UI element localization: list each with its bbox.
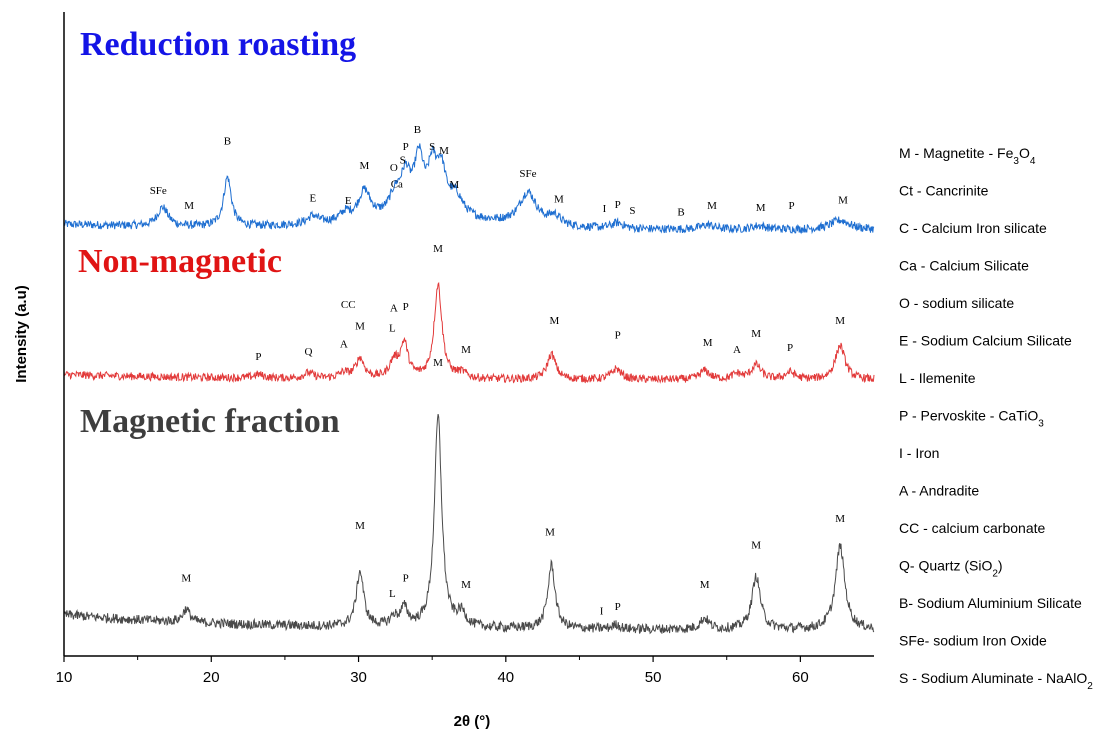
x-tick-label: 30 <box>350 669 367 686</box>
legend-entry: S - Sodium Aluminate - NaAlO2 <box>899 670 1093 692</box>
series-line <box>63 143 875 235</box>
series-title: Reduction roasting <box>80 26 356 63</box>
peak-label-p: P <box>255 351 261 363</box>
peak-label-m: M <box>545 526 555 538</box>
legend-entry: A - Andradite <box>899 483 979 499</box>
peak-label-m: M <box>835 513 845 525</box>
x-axis-label: 2θ (°) <box>454 713 491 730</box>
legend-entry: Ca - Calcium Silicate <box>899 258 1029 274</box>
x-tick-label: 60 <box>792 669 809 686</box>
x-tick-label: 50 <box>645 669 662 686</box>
peak-label-sfe: SFe <box>150 185 167 197</box>
peak-label-m: M <box>751 328 761 340</box>
peak-label-m: M <box>184 200 194 212</box>
peak-label-a: A <box>390 303 398 315</box>
peak-label-i: I <box>600 606 604 618</box>
peak-label-p: P <box>615 199 621 211</box>
peak-label-m: M <box>703 337 713 349</box>
peak-label-m: M <box>355 321 365 333</box>
peak-label-m: M <box>554 194 564 206</box>
peak-label-e: E <box>310 193 317 205</box>
legend-entry: B- Sodium Aluminium Silicate <box>899 595 1082 611</box>
peak-label-m: M <box>439 145 449 157</box>
y-axis-label: Intensity (a.u) <box>13 285 30 383</box>
peak-label-m: M <box>838 194 848 206</box>
peak-label-sfe: SFe <box>519 168 536 180</box>
peak-label-s: S <box>400 155 406 167</box>
peak-label-p: P <box>787 342 793 354</box>
peak-label-l: L <box>389 588 396 600</box>
series-line <box>63 413 875 635</box>
peak-label-s: S <box>429 141 435 153</box>
peak-label-a: A <box>733 344 741 356</box>
peak-label-m: M <box>360 160 370 172</box>
peak-label-p: P <box>403 141 409 153</box>
legend-entry: CC - calcium carbonate <box>899 520 1045 536</box>
peak-label-b: B <box>224 136 231 148</box>
peak-label-m: M <box>461 579 471 591</box>
peak-label-s: S <box>629 205 635 217</box>
peak-label-p: P <box>403 301 409 313</box>
x-tick-label: 10 <box>56 669 73 686</box>
series-title: Magnetic fraction <box>80 403 340 440</box>
peak-label-m: M <box>550 315 560 327</box>
peak-label-p: P <box>788 200 794 212</box>
peak-label-m: M <box>433 243 443 255</box>
peak-label-m: M <box>355 520 365 532</box>
legend-entry: L - Ilemenite <box>899 370 976 386</box>
legend-entry: P - Pervoskite - CaTiO3 <box>899 408 1044 430</box>
peak-label-m: M <box>835 315 845 327</box>
axes: 10 20 30 40 50 60 2θ (°) Intensity (a.u) <box>13 12 874 730</box>
peak-label-m: M <box>707 200 717 212</box>
legend-entry: SFe- sodium Iron Oxide <box>899 633 1047 649</box>
legend-entry: I - Iron <box>899 445 939 461</box>
peak-label-m: M <box>433 357 443 369</box>
peak-label-cc: CC <box>341 299 356 311</box>
peak-label-e: E <box>345 195 352 207</box>
legend-entry: O - sodium silicate <box>899 295 1014 311</box>
legend: M - Magnetite - Fe3O4 Ct - Cancrinite C - … <box>899 145 1093 692</box>
peak-label-m: M <box>449 179 459 191</box>
legend-entry: Ct - Cancrinite <box>899 183 989 199</box>
peak-label-p: P <box>615 601 621 613</box>
peak-label-m: M <box>756 202 766 214</box>
series-line <box>63 281 875 384</box>
peak-label-m: M <box>751 540 761 552</box>
peak-label-a: A <box>340 339 348 351</box>
peak-label-p: P <box>615 330 621 342</box>
peak-label-q: Q <box>304 346 312 358</box>
peak-label-o: O <box>390 162 398 174</box>
peak-label-b: B <box>414 124 421 136</box>
legend-entry: Q- Quartz (SiO2) <box>899 558 1003 580</box>
peak-label-b: B <box>677 207 684 219</box>
legend-entry: M - Magnetite - Fe3O4 <box>899 145 1036 167</box>
x-tick-label: 40 <box>497 669 514 686</box>
series-title: Non-magnetic <box>78 243 282 280</box>
peak-label-p: P <box>403 573 409 585</box>
x-tick-label: 20 <box>203 669 220 686</box>
legend-entry: E - Sodium Calcium Silicate <box>899 333 1072 349</box>
peak-label-ca: Ca <box>391 178 403 190</box>
peak-label-m: M <box>461 344 471 356</box>
peak-label-m: M <box>181 573 191 585</box>
legend-entry: C - Calcium Iron silicate <box>899 220 1047 236</box>
peak-label-m: M <box>700 579 710 591</box>
peak-label-i: I <box>603 203 607 215</box>
peak-label-l: L <box>389 322 396 334</box>
